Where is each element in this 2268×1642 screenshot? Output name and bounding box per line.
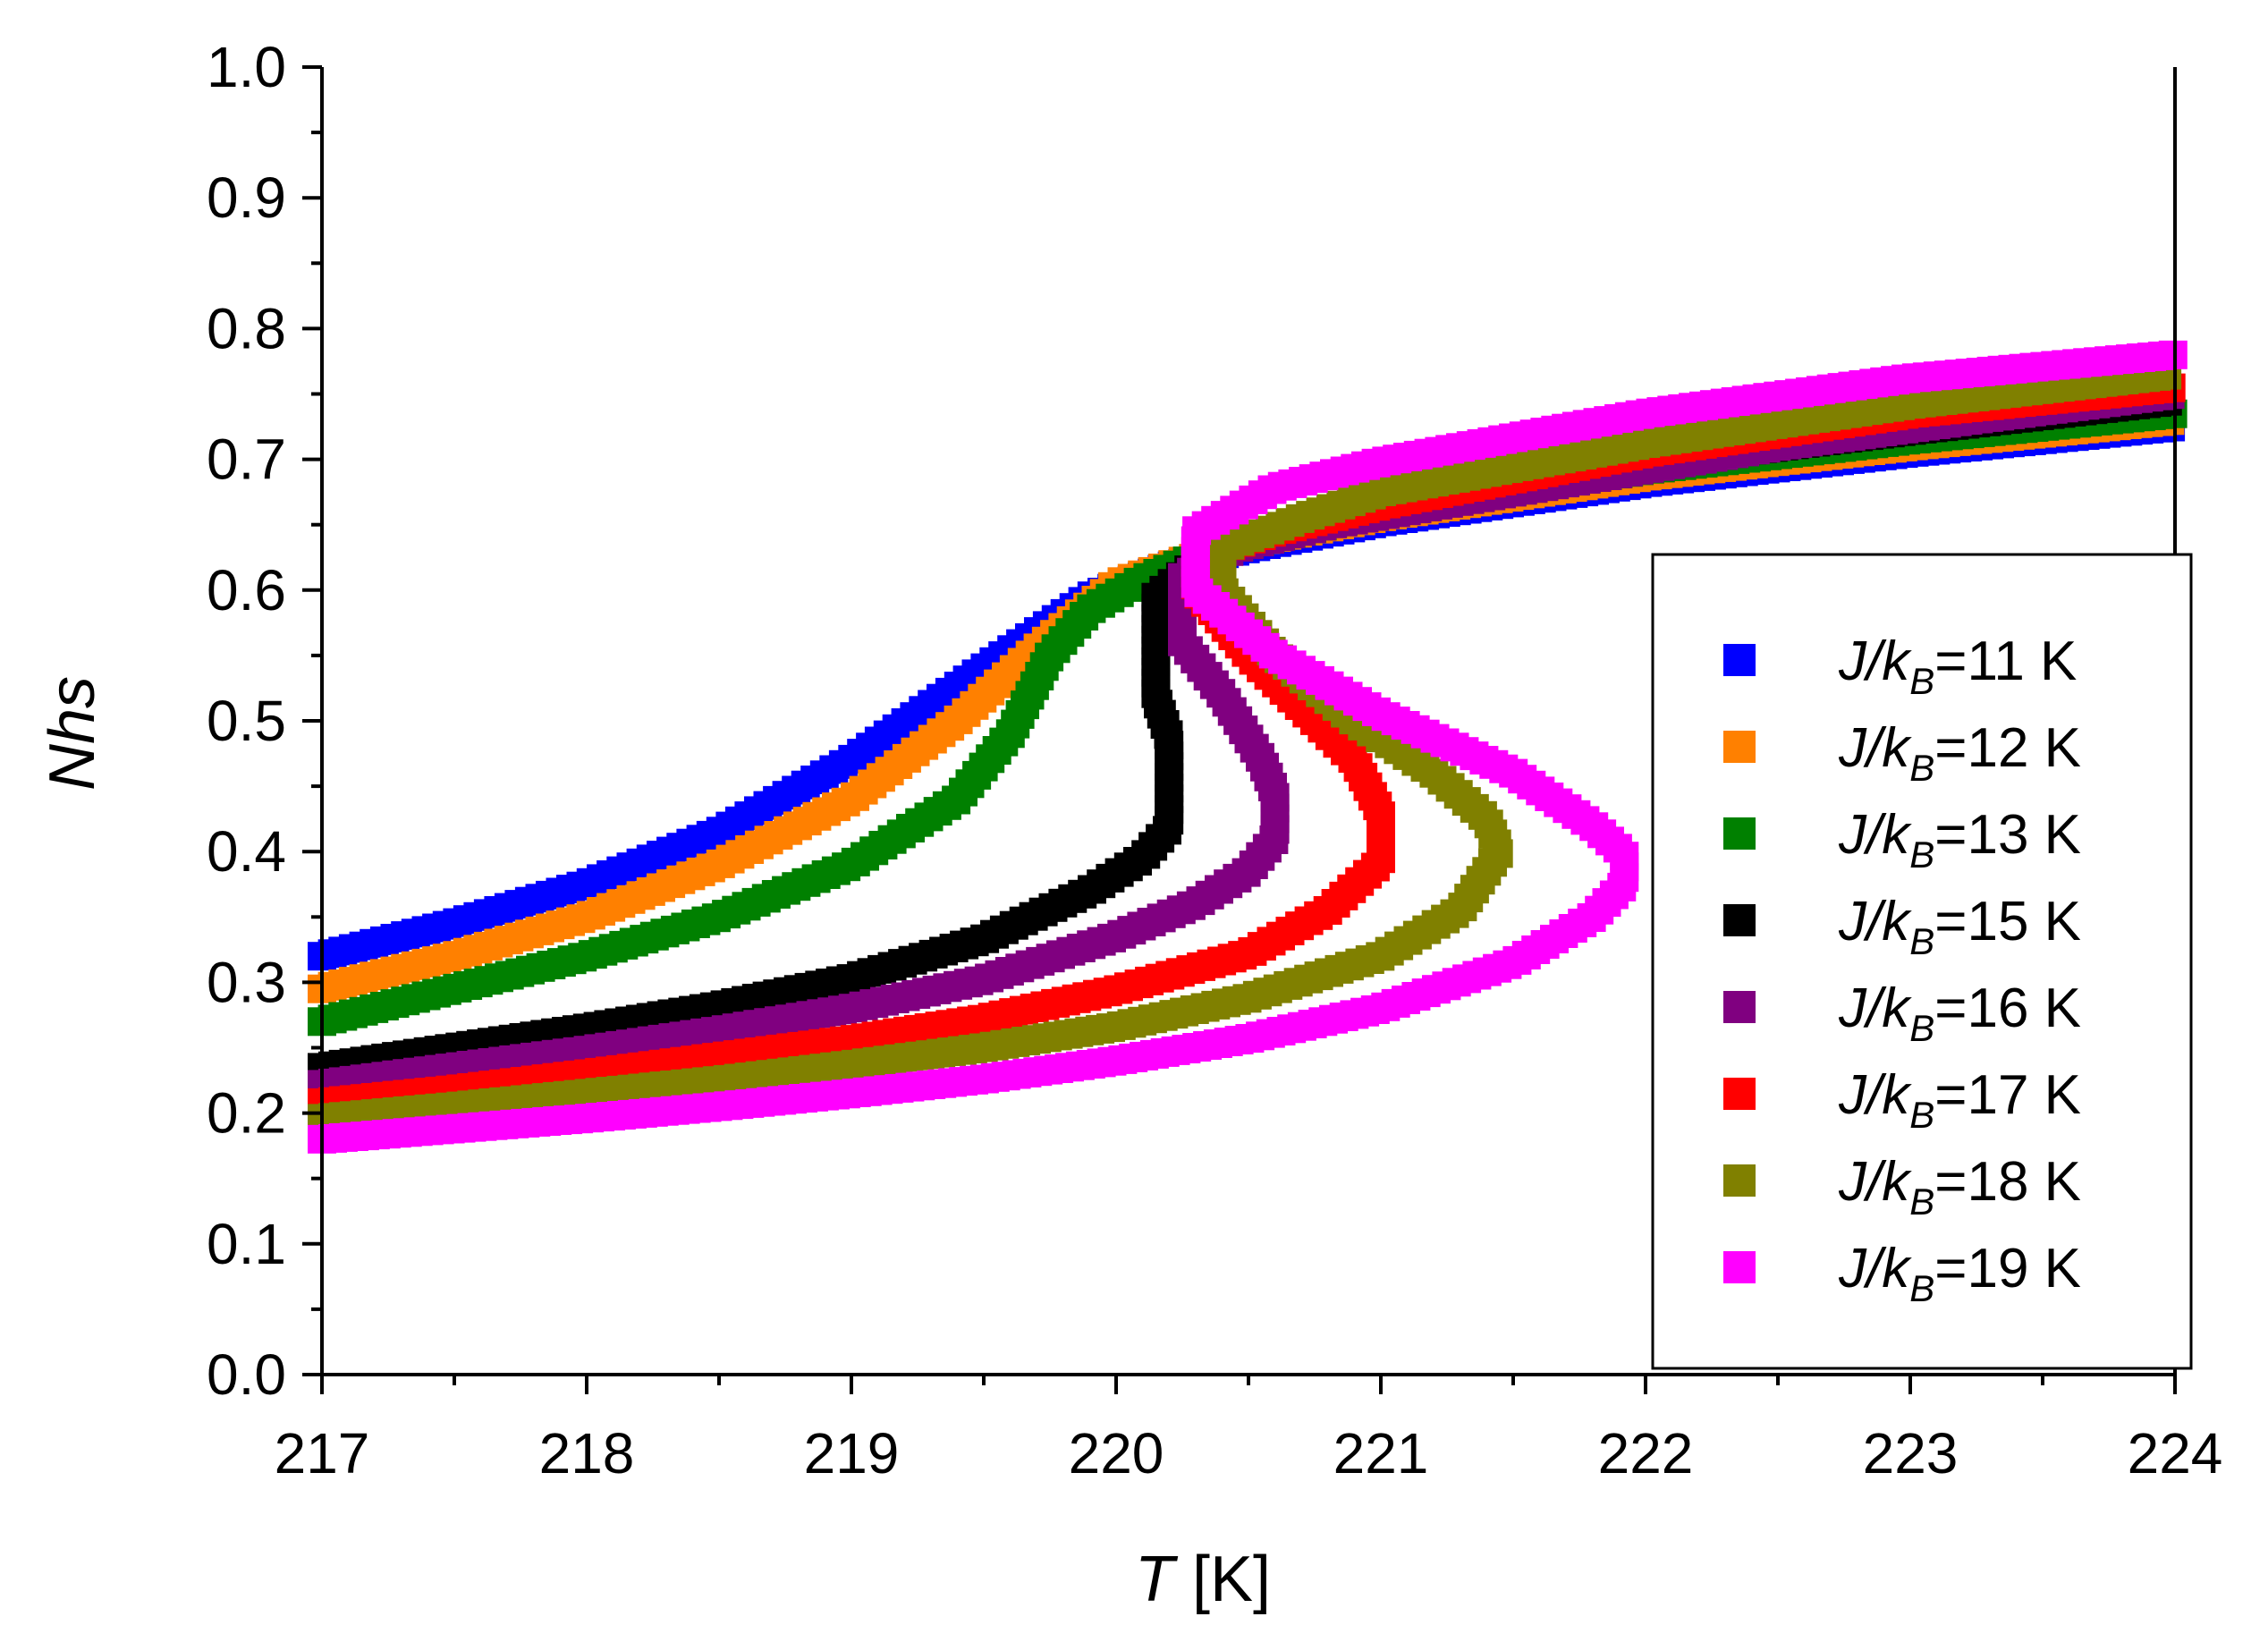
legend-label-17: J/kB=17 K [1838, 1064, 2081, 1136]
y-tick-label-0.4: 0.4 [207, 819, 286, 884]
x-tick-label-224: 224 [2128, 1421, 2223, 1485]
legend-marker-18 [1723, 1164, 1756, 1197]
y-tick-label-0.0: 0.0 [207, 1342, 286, 1407]
x-tick-label-221: 221 [1333, 1421, 1429, 1485]
legend-label-15: J/kB=15 K [1838, 891, 2081, 962]
legend-box [1651, 553, 2193, 1370]
series-19 [308, 340, 2188, 1154]
y-tick-label-0.1: 0.1 [207, 1212, 286, 1276]
legend-label-18: J/kB=18 K [1838, 1151, 2081, 1223]
x-tick-label-217: 217 [275, 1421, 370, 1485]
legend-label-16: J/kB=16 K [1838, 978, 2081, 1049]
legend-label-13: J/kB=13 K [1838, 804, 2081, 876]
y-tick-label-0.5: 0.5 [207, 689, 286, 753]
legend-marker-11 [1723, 644, 1756, 676]
legend-label-11: J/kB=11 K [1838, 631, 2077, 702]
legend-marker-15 [1723, 904, 1756, 936]
x-tick-label-222: 222 [1598, 1421, 1694, 1485]
legend-marker-12 [1723, 731, 1756, 763]
legend-label-12: J/kB=12 K [1838, 717, 2081, 789]
legend-marker-13 [1723, 817, 1756, 850]
x-tick-label-220: 220 [1069, 1421, 1164, 1485]
legend: J/kB=11 K J/kB=12 K J/kB=13 K J/kB=15 K J/kB… [1651, 553, 2193, 1370]
legend-marker-16 [1723, 991, 1756, 1023]
x-axis-title-unit: [K] [1174, 1544, 1271, 1615]
x-tick-label-218: 218 [539, 1421, 635, 1485]
legend-marker-17 [1723, 1078, 1756, 1110]
y-tick-label-0.3: 0.3 [207, 950, 286, 1014]
y-tick-label-0.6: 0.6 [207, 558, 286, 622]
y-tick-label-0.7: 0.7 [207, 427, 286, 492]
y-axis-title: Nhs [37, 676, 108, 791]
axes: 217 218 219 220 221 222 223 224 0.0 0.1 0.2 0.3 0.4 0… [207, 35, 2222, 1485]
marker-19-274 [2158, 340, 2188, 369]
y-tick-label-0.2: 0.2 [207, 1081, 286, 1146]
y-tick-label-0.9: 0.9 [207, 165, 286, 230]
plot-marks [308, 340, 2188, 1154]
x-axis-title-symbol: T [1135, 1544, 1179, 1615]
y-tick-label-0.8: 0.8 [207, 296, 286, 360]
x-axis-title: T [K] [1135, 1544, 1271, 1615]
x-tick-label-219: 219 [804, 1421, 900, 1485]
x-tick-label-223: 223 [1863, 1421, 1959, 1485]
legend-marker-19 [1723, 1251, 1756, 1283]
legend-label-19: J/kB=19 K [1838, 1238, 2081, 1309]
y-tick-label-1.0: 1.0 [207, 35, 286, 99]
